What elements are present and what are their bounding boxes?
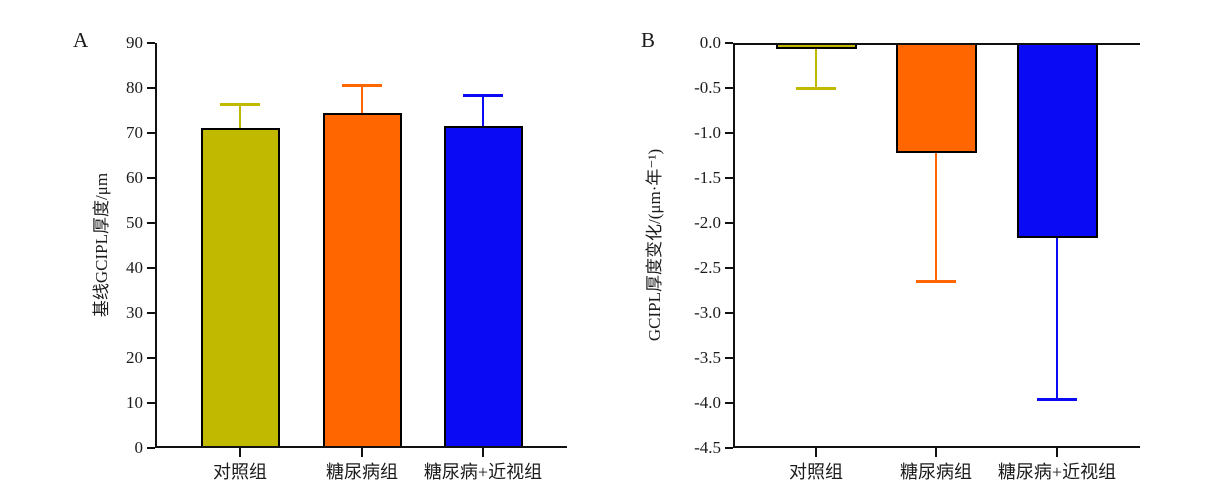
y-tick-label: -3.0 <box>694 303 721 322</box>
plot-area-a: 0 10 20 30 40 50 60 70 80 90 对照组 糖尿病组 糖尿病+近视组 <box>126 33 567 482</box>
x-tick <box>482 448 484 457</box>
error-bar-cap <box>220 102 260 106</box>
y-tick <box>147 222 155 224</box>
y-tick-label: 60 <box>126 168 143 187</box>
y-tick <box>147 42 155 44</box>
panel-label-a: A <box>73 28 89 52</box>
error-bar-cap <box>1037 397 1077 401</box>
y-axis-title-a: 基线GCIPL厚度/μm <box>91 172 111 318</box>
y-tick <box>147 402 155 404</box>
x-tick <box>1056 448 1058 457</box>
y-tick-label: 50 <box>126 213 143 232</box>
y-tick <box>725 357 733 359</box>
y-tick-label: -0.5 <box>694 78 721 97</box>
error-bar-cap <box>916 279 956 283</box>
y-tick <box>147 132 155 134</box>
error-bar <box>815 49 817 88</box>
category-label: 对照组 <box>213 462 267 482</box>
x-tick <box>361 448 363 457</box>
y-tick-label: 70 <box>126 123 143 142</box>
category-label: 糖尿病+近视组 <box>423 462 543 482</box>
y-tick <box>725 447 733 449</box>
zero-line <box>733 43 1140 45</box>
bottom-axis-line <box>733 446 1140 448</box>
y-tick <box>725 42 733 44</box>
y-axis-title-b: GCIPL厚度变化/(μm·年⁻¹) <box>644 148 664 342</box>
y-tick-label: 90 <box>126 33 143 52</box>
y-tick-label: -4.5 <box>694 438 721 457</box>
panel-label-b: B <box>641 28 656 52</box>
y-tick-label: -2.0 <box>694 213 721 232</box>
y-tick <box>725 222 733 224</box>
error-bar <box>1056 238 1058 399</box>
y-tick-label: 30 <box>126 303 143 322</box>
x-axis-line <box>155 446 567 448</box>
error-bar <box>482 95 484 127</box>
y-axis-line <box>155 43 157 448</box>
category-label: 糖尿病组 <box>900 462 972 482</box>
bar <box>200 128 280 448</box>
y-tick <box>147 447 155 449</box>
category-label: 对照组 <box>789 462 843 482</box>
y-tick <box>725 402 733 404</box>
y-tick <box>725 267 733 269</box>
error-bar-cap <box>463 94 503 98</box>
y-tick-label: 10 <box>126 393 143 412</box>
y-tick <box>147 177 155 179</box>
y-tick-label: -1.5 <box>694 168 721 187</box>
y-tick <box>147 267 155 269</box>
category-label: 糖尿病+近视组 <box>997 462 1117 482</box>
y-tick-label: -3.5 <box>694 348 721 367</box>
y-tick <box>725 87 733 89</box>
y-tick-label: 20 <box>126 348 143 367</box>
y-axis-line <box>733 43 735 448</box>
error-bar <box>239 103 241 129</box>
y-tick-label: 40 <box>126 258 143 277</box>
bar <box>1016 43 1098 239</box>
y-tick-label: 0 <box>134 438 144 457</box>
x-tick <box>815 448 817 457</box>
error-bar <box>935 152 937 281</box>
y-tick <box>147 87 155 89</box>
x-tick <box>935 448 937 457</box>
bar <box>322 113 402 448</box>
category-label: 糖尿病组 <box>326 462 398 482</box>
y-tick-label: -1.0 <box>694 123 721 142</box>
error-bar-cap <box>342 84 382 88</box>
y-tick-label: 80 <box>126 78 143 97</box>
error-bar-cap <box>796 87 836 90</box>
error-bar <box>361 85 363 114</box>
y-tick-label: -4.0 <box>694 393 721 412</box>
y-tick <box>725 177 733 179</box>
bar <box>443 126 523 448</box>
plot-area-b: 0.0 -0.5 -1.0 -1.5 -2.0 -2.5 -3.0 -3.5 -4.0 -4.5 对… <box>694 33 1140 482</box>
y-tick-label: 0.0 <box>699 33 721 52</box>
y-tick <box>725 132 733 134</box>
y-tick-label: -2.5 <box>694 258 721 277</box>
y-tick <box>147 357 155 359</box>
x-tick <box>239 448 241 457</box>
bar <box>895 43 977 153</box>
y-tick <box>147 312 155 314</box>
y-tick <box>725 312 733 314</box>
